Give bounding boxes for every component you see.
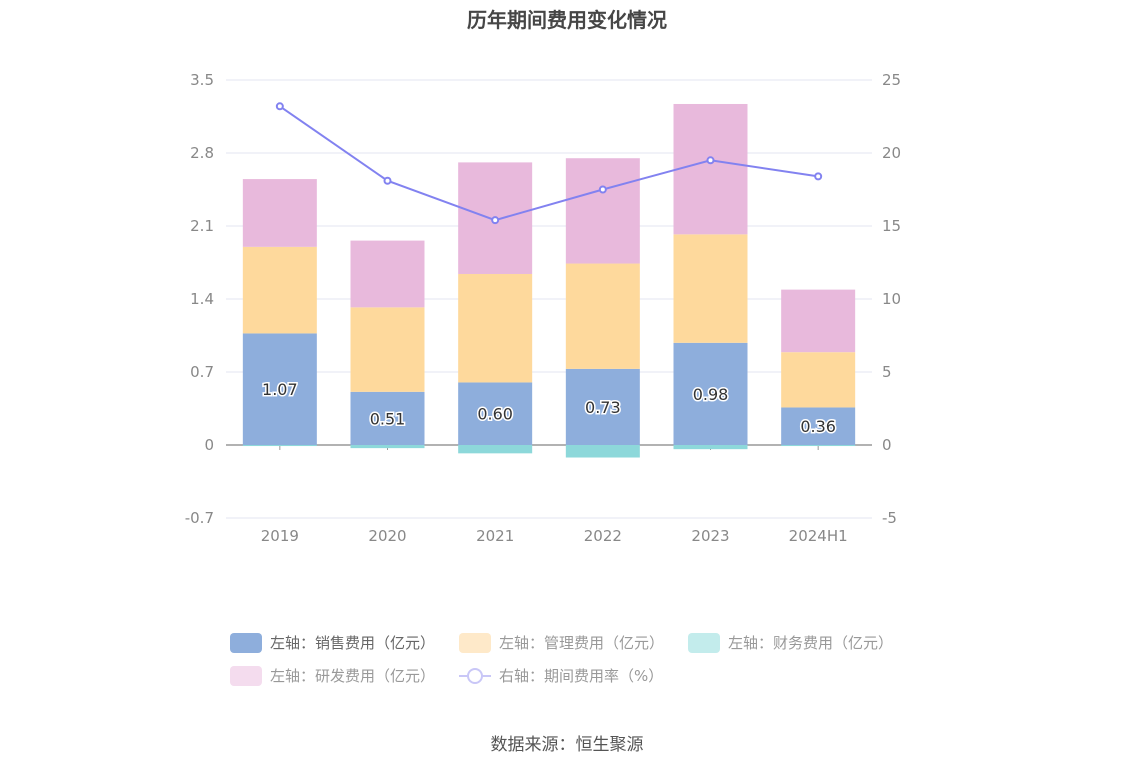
legend-label-finance: 左轴：财务费用（亿元） [728,634,894,652]
bar-segment [781,445,856,447]
bar-segment [242,246,317,334]
rate-point [275,102,284,111]
legend-swatch-finance [688,632,720,653]
bar-segment [458,445,533,454]
bar-segment [350,240,425,308]
bar-segment [350,445,425,449]
bar-segment [350,307,425,392]
legend-expense-rate[interactable]: 右轴：期间费用率（%） [459,665,663,686]
rate-point [706,156,715,165]
bar-value-label: 1.07 [262,380,298,399]
legend-swatch-sales [230,632,262,653]
legend-sales[interactable]: 左轴：销售费用（亿元） [230,632,435,653]
bar-value-label: 0.60 [477,405,513,424]
left-axis-tick-label: 2.1 [190,217,214,235]
x-axis-tick-label: 2021 [476,527,514,545]
right-axis-tick-label: 25 [882,71,901,89]
right-axis-tick-label: 20 [882,144,901,162]
legend-label-sales: 左轴：销售费用（亿元） [270,634,436,652]
legend-finance[interactable]: 左轴：财务费用（亿元） [688,632,893,653]
legend-label-rd: 左轴：研发费用（亿元） [270,667,436,685]
bar-segment [673,103,748,235]
legend-swatch-rd [230,665,262,686]
bar-segment [673,342,748,445]
x-axis-tick-label: 2019 [261,527,299,545]
bar-segment [673,445,748,450]
chart-title: 历年期间费用变化情况 [467,8,667,32]
left-axis-tick-label: 2.8 [190,144,214,162]
legend-rd[interactable]: 左轴：研发费用（亿元） [230,665,435,686]
bar-value-label: 0.36 [800,417,836,436]
bar-segment [458,382,533,445]
bar-segment [673,234,748,343]
left-axis-tick-label: 3.5 [190,71,214,89]
right-axis-tick-label: 5 [882,363,892,381]
left-axis-tick-label: 0.7 [190,363,214,381]
bar-segment [350,391,425,445]
bar-segment [565,368,640,445]
bar-segment [781,407,856,445]
x-axis-tick-label: 2024H1 [789,527,848,545]
legend-swatch-expense-rate [459,666,491,686]
rate-point [598,185,607,194]
right-axis-tick-label: 15 [882,217,901,235]
bar-segment [242,445,317,447]
rate-line [279,105,819,222]
legend-admin[interactable]: 左轴：管理费用（亿元） [459,632,664,653]
bar-segment [242,333,317,445]
left-axis-tick-label: 1.4 [190,290,214,308]
legend-label-expense-rate: 右轴：期间费用率（%） [499,667,664,685]
bar-segment [565,445,640,458]
bar-value-label: 0.98 [693,385,729,404]
right-axis-tick-label: -5 [882,509,897,527]
right-axis-tick-label: 0 [882,436,892,454]
x-axis-tick-label: 2020 [368,527,406,545]
legend-label-admin: 左轴：管理费用（亿元） [499,634,665,652]
bar-segment [458,273,533,383]
rate-point [491,216,500,225]
rate-point [383,176,392,185]
bar-value-label: 0.73 [585,398,621,417]
bar-segment [781,289,856,353]
x-axis-tick-label: 2022 [584,527,622,545]
right-axis-tick-label: 10 [882,290,901,308]
bar-segment [565,158,640,264]
bar-segment [781,352,856,408]
bar-value-label: 0.51 [370,409,406,428]
legend-swatch-admin [459,632,491,653]
rate-point [814,172,823,181]
left-axis-tick-label: -0.7 [185,509,214,527]
left-axis-tick-label: 0 [204,436,214,454]
bar-segment [565,263,640,369]
data-source: 数据来源：恒生聚源 [490,735,644,755]
x-axis-tick-label: 2023 [691,527,729,545]
bar-segment [242,179,317,247]
